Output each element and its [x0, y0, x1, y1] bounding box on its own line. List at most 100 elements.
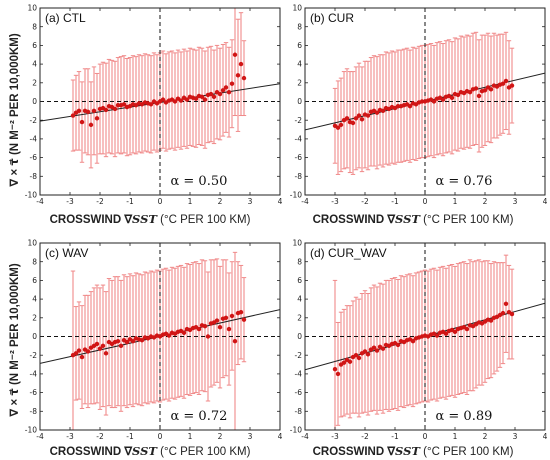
data-point — [229, 313, 235, 319]
x-tick-label: -1 — [391, 197, 399, 206]
data-point — [139, 338, 145, 343]
x-tick-label: -4 — [301, 432, 309, 441]
y-tick-label: 0 — [32, 97, 37, 106]
data-point — [335, 125, 341, 130]
x-tick-label: 2 — [218, 432, 223, 441]
data-point — [356, 113, 362, 118]
y-tick-label: 2 — [297, 78, 302, 87]
y-tick-label: -6 — [30, 388, 38, 397]
data-point — [350, 120, 356, 126]
x-tick-label: 4 — [543, 197, 548, 206]
x-tick-label: -1 — [391, 432, 399, 441]
x-tick-label: 1 — [188, 197, 193, 206]
alpha-annotation: α = 0.89 — [436, 409, 493, 424]
y-tick-label: -10 — [25, 426, 37, 435]
x-tick-label: -3 — [331, 432, 339, 441]
x-tick-label: -2 — [96, 432, 104, 441]
data-point — [380, 108, 386, 114]
data-point — [503, 78, 509, 84]
data-point — [449, 95, 455, 100]
data-point — [211, 94, 217, 100]
x-tick-label: -3 — [331, 197, 339, 206]
data-point — [500, 81, 506, 86]
data-point — [100, 343, 106, 349]
y-tick-label: 6 — [32, 41, 37, 50]
y-tick-label: 8 — [297, 22, 302, 31]
data-point — [235, 73, 241, 78]
data-point — [196, 326, 202, 332]
data-point — [166, 333, 172, 338]
data-point — [202, 97, 208, 102]
y-tick-label: 0 — [32, 332, 37, 341]
data-point — [193, 96, 199, 101]
data-point — [73, 351, 79, 356]
data-point — [353, 116, 359, 121]
data-point — [503, 301, 509, 306]
x-tick-label: 2 — [483, 432, 488, 441]
data-point — [226, 326, 232, 332]
data-point — [455, 92, 461, 98]
data-point — [217, 324, 223, 330]
data-point — [488, 318, 494, 323]
data-point — [232, 52, 238, 57]
x-tick-label: 0 — [158, 197, 163, 206]
y-tick-label: -10 — [25, 191, 37, 200]
data-point — [335, 371, 341, 377]
y-tick-label: 0 — [297, 97, 302, 106]
y-tick-label: -8 — [295, 172, 303, 181]
panel-title: (a) CTL — [45, 11, 86, 25]
data-point — [202, 324, 208, 329]
data-point — [97, 346, 103, 351]
data-point — [220, 88, 226, 93]
y-tick-label: 10 — [27, 239, 37, 248]
data-point — [103, 351, 109, 356]
x-tick-label: 1 — [453, 432, 458, 441]
y-tick-label: 10 — [292, 239, 302, 248]
x-tick-label: -2 — [361, 197, 369, 206]
y-tick-label: 0 — [297, 332, 302, 341]
data-point — [509, 311, 515, 317]
data-point — [241, 75, 247, 81]
data-point — [353, 353, 359, 358]
y-tick-label: 2 — [297, 313, 302, 322]
data-point — [241, 317, 247, 322]
alpha-annotation: α = 0.76 — [436, 174, 493, 189]
data-point — [121, 102, 127, 107]
x-axis-label-right: CROSSWIND ∇SST (°C PER 100 KM) — [313, 212, 514, 226]
y-tick-label: -4 — [295, 135, 303, 144]
data-point — [238, 61, 244, 67]
x-tick-label: 4 — [278, 432, 283, 441]
data-point — [205, 334, 211, 339]
x-tick-label: -4 — [301, 197, 309, 206]
points — [70, 309, 247, 360]
data-point — [85, 109, 91, 114]
data-point — [94, 116, 100, 121]
data-point — [160, 97, 166, 102]
data-point — [79, 354, 85, 360]
data-point — [359, 117, 365, 122]
y-tick-label: -8 — [30, 172, 38, 181]
data-point — [88, 122, 94, 128]
data-point — [232, 338, 238, 344]
data-point — [223, 85, 229, 90]
y-tick-label: -4 — [30, 370, 38, 379]
x-tick-label: 0 — [423, 432, 428, 441]
data-point — [229, 81, 235, 86]
points — [70, 52, 247, 128]
data-point — [347, 359, 353, 364]
data-point — [395, 342, 401, 348]
y-tick-label: 10 — [27, 4, 37, 13]
data-point — [374, 110, 380, 115]
data-point — [356, 355, 362, 361]
y-axis-label-bottom: ∇ × τ⃗ (N M⁻² PER 10,000KM) — [9, 263, 21, 417]
x-axis-label-left: CROSSWIND ∇SST (°C PER 100 KM) — [50, 212, 251, 226]
data-point — [79, 119, 85, 125]
alpha-annotation: α = 0.50 — [171, 174, 228, 189]
data-point — [467, 89, 473, 95]
x-tick-label: -4 — [36, 432, 44, 441]
data-point — [178, 98, 184, 103]
points — [332, 301, 515, 377]
